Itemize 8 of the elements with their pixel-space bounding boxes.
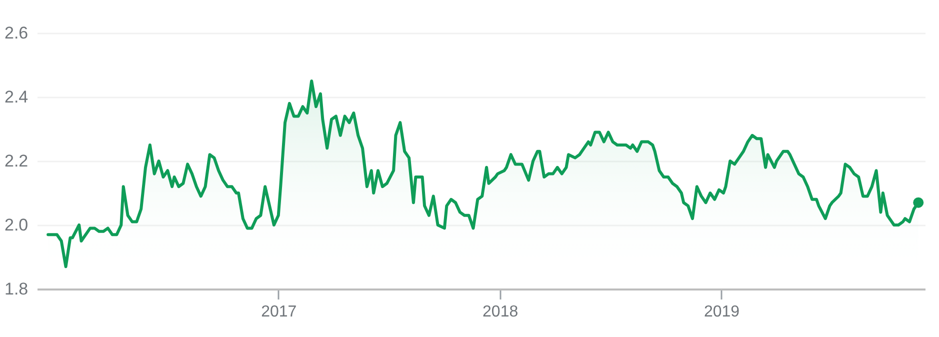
y-tick-label: 2.0 <box>4 216 28 234</box>
x-tick-label: 2018 <box>482 304 518 320</box>
y-tick-label: 2.6 <box>4 24 28 42</box>
y-tick-label: 2.4 <box>4 88 28 106</box>
x-tick-label: 2017 <box>261 304 297 320</box>
y-tick-label: 1.8 <box>4 280 28 298</box>
x-tick-label: 2019 <box>704 304 740 320</box>
y-tick-label: 2.2 <box>4 152 28 170</box>
